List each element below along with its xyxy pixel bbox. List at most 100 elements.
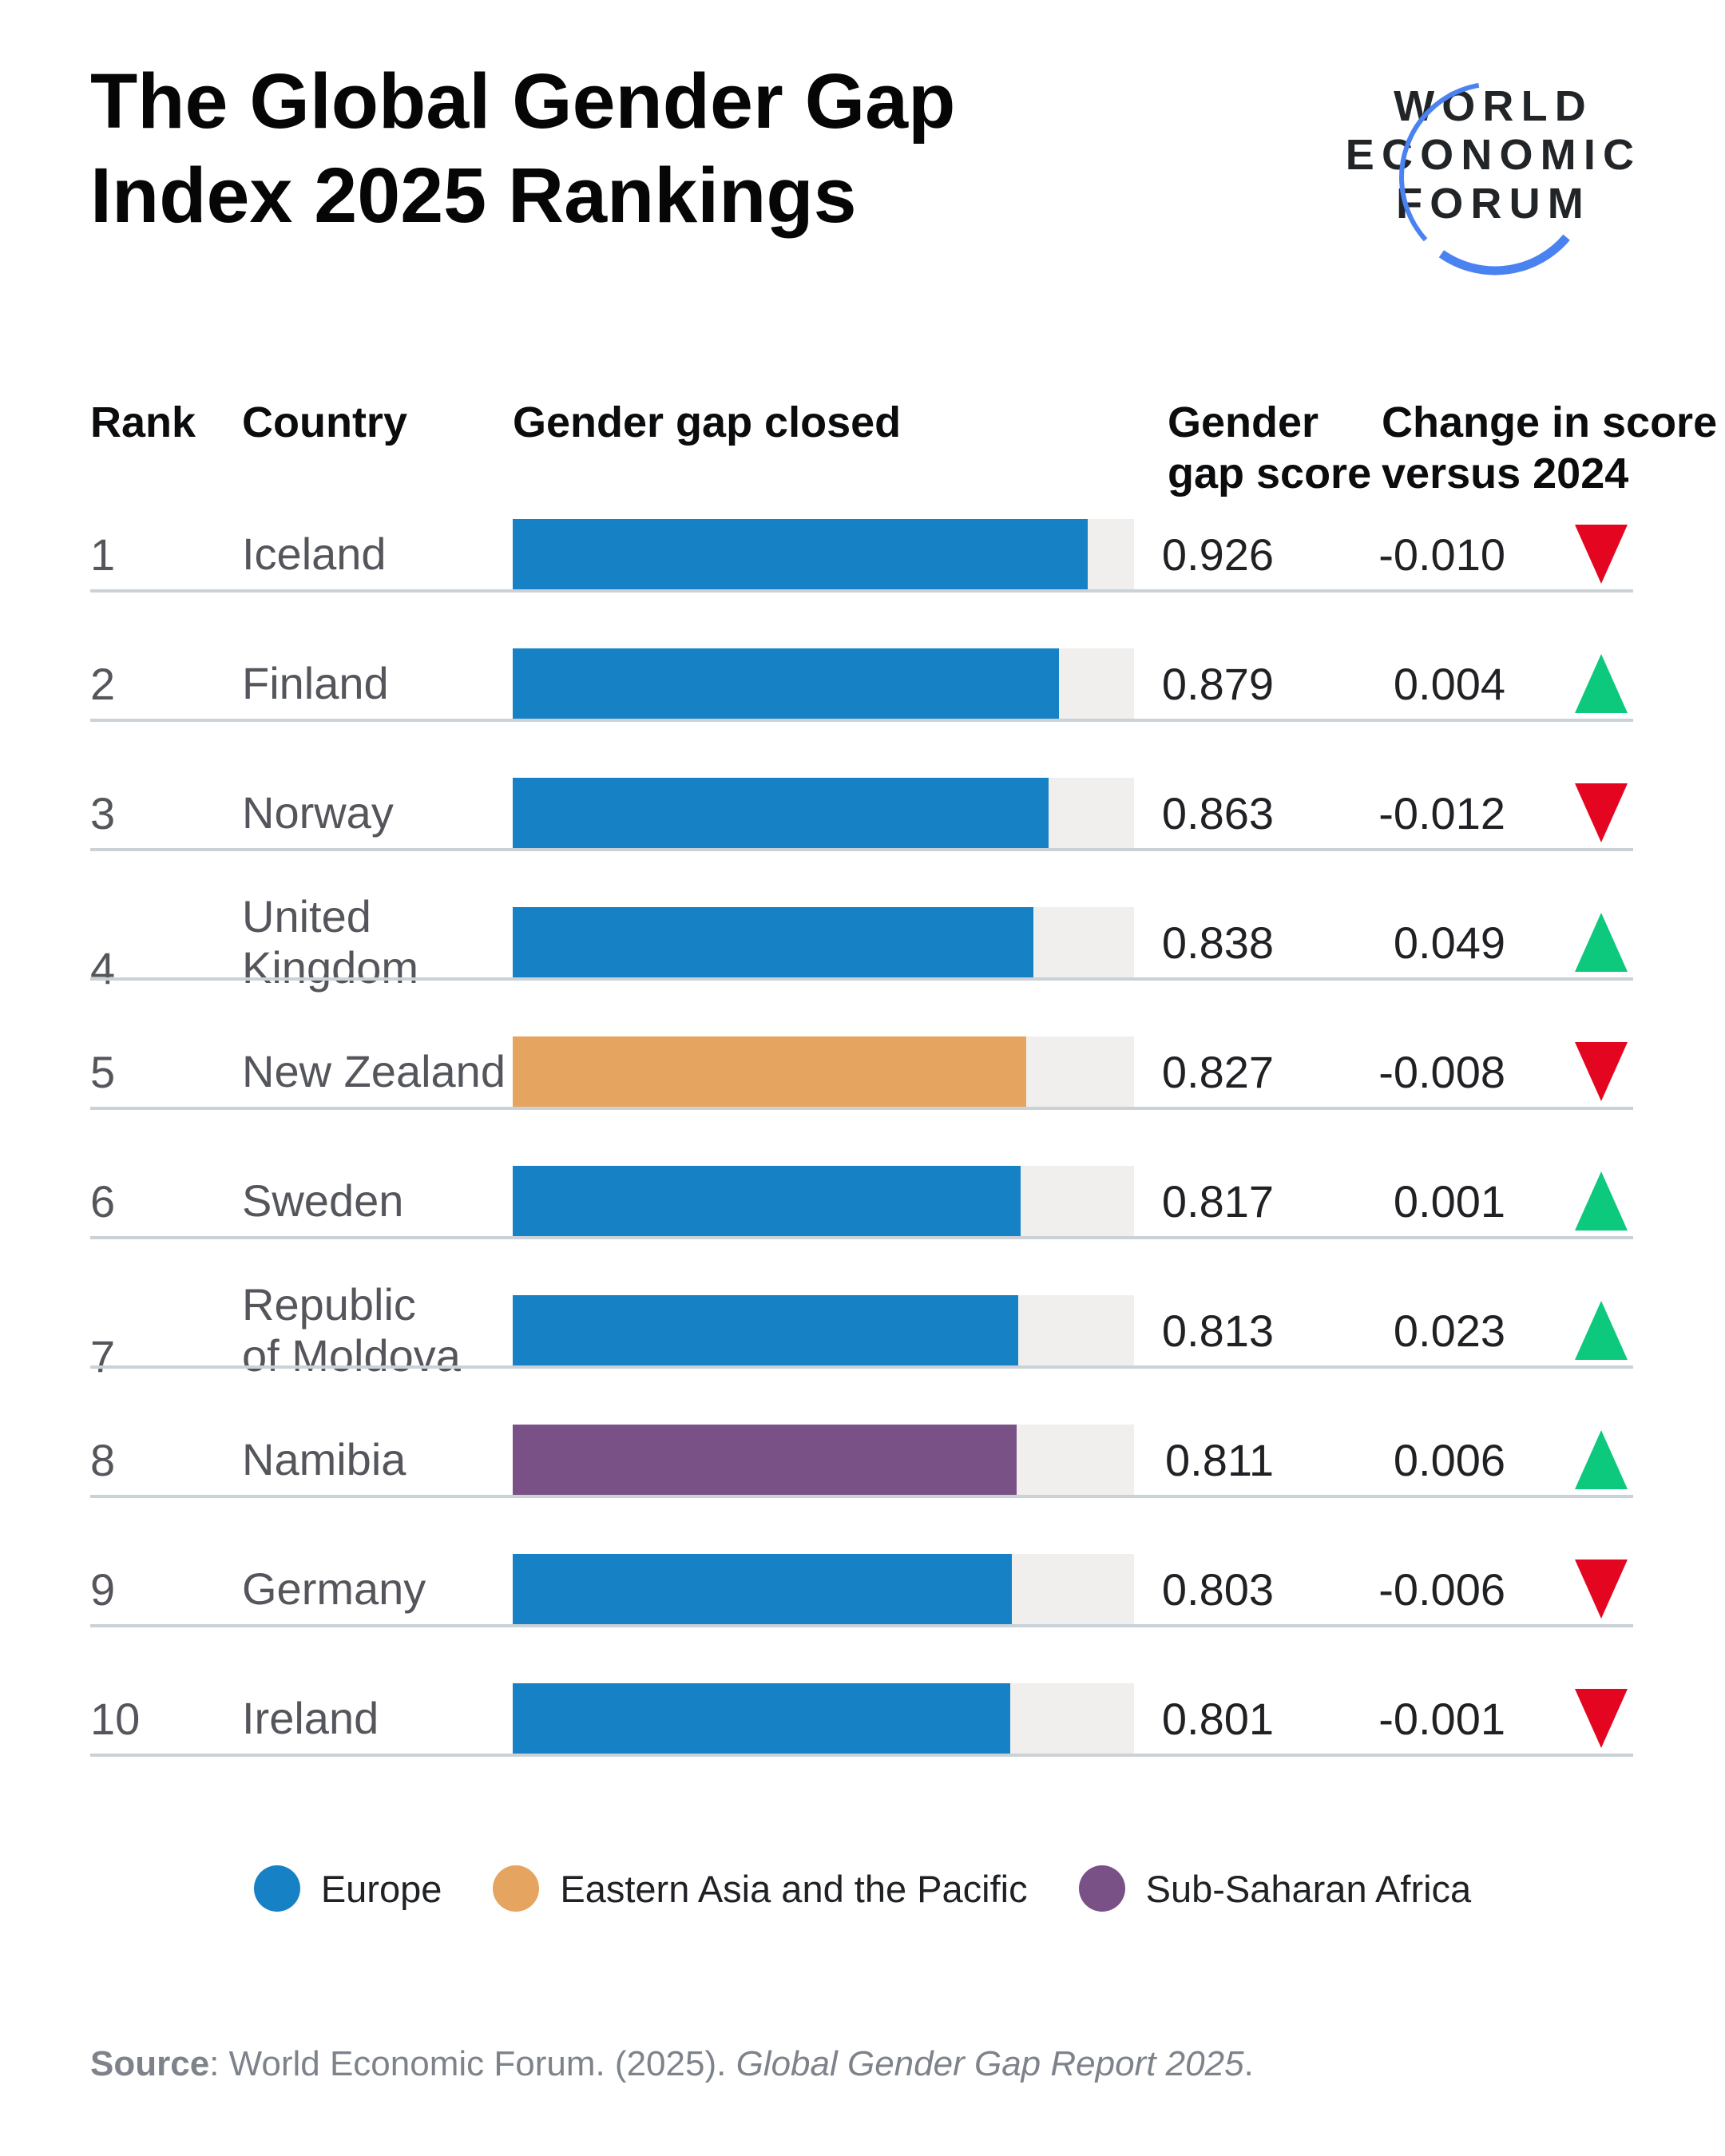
table-row: 3 Norway 0.863 -0.012: [0, 722, 1725, 851]
gender-gap-score-value: 0.863: [1161, 787, 1274, 838]
change-value: 0.049: [1393, 917, 1505, 968]
gender-gap-score-value: 0.813: [1161, 1305, 1274, 1356]
country-name: Sweden: [242, 1175, 404, 1227]
rank-value: 4: [90, 942, 116, 993]
legend-label: Europe: [320, 1867, 442, 1910]
rank-value: 8: [90, 1434, 116, 1485]
change-value: -0.001: [1378, 1693, 1505, 1744]
legend-label: Sub-Saharan Africa: [1145, 1867, 1472, 1910]
change-value: -0.010: [1378, 529, 1505, 580]
gender-gap-bar: [513, 778, 1049, 848]
change-value: 0.023: [1393, 1305, 1505, 1356]
gender-gap-bar-track: [513, 1166, 1134, 1236]
gender-gap-bar-track: [513, 1036, 1134, 1107]
wef-logo-line3: FORUM: [1396, 180, 1591, 228]
wef-logo-line2: ECONOMIC: [1345, 131, 1642, 179]
legend-item: Sub-Saharan Africa: [1078, 1865, 1472, 1912]
legend-color-dot-icon: [1078, 1865, 1125, 1912]
source-note: Source: World Economic Forum. (2025). Gl…: [90, 2044, 1254, 2084]
gender-gap-bar-track: [513, 907, 1134, 977]
change-value: 0.004: [1393, 658, 1505, 709]
gender-gap-score-value: 0.838: [1161, 917, 1274, 968]
change-direction-icon: [1575, 1171, 1628, 1231]
gender-gap-bar-track: [513, 778, 1134, 848]
rank-value: 5: [90, 1046, 116, 1097]
rank-value: 6: [90, 1175, 116, 1227]
change-direction-icon: [1575, 525, 1628, 584]
gender-gap-bar-track: [513, 1295, 1134, 1365]
change-direction-icon: [1575, 913, 1628, 972]
country-name: Namibia: [242, 1434, 406, 1485]
change-value: -0.012: [1378, 787, 1505, 838]
rank-value: 9: [90, 1563, 116, 1615]
gender-gap-bar-track: [513, 519, 1134, 589]
header-gender-gap-closed: Gender gap closed: [513, 398, 902, 446]
gender-gap-score-value: 0.879: [1161, 658, 1274, 709]
country-name: Iceland: [242, 529, 387, 580]
change-direction-icon: [1575, 654, 1628, 713]
table-row: 6 Sweden 0.817 0.001: [0, 1110, 1725, 1239]
change-direction-icon: [1575, 1301, 1628, 1360]
gender-gap-bar: [513, 1295, 1018, 1365]
change-direction-icon: [1575, 1042, 1628, 1101]
legend-item: Eastern Asia and the Pacific: [493, 1865, 1028, 1912]
country-name: Finland: [242, 658, 389, 709]
table-row: 4 United Kingdom 0.838 0.049: [0, 851, 1725, 993]
table-row: 10 Ireland 0.801 -0.001: [0, 1627, 1725, 1757]
gender-gap-bar-track: [513, 1554, 1134, 1624]
ranking-rows: 1 Iceland 0.926 -0.010 2 Finland 0.879 0…: [0, 463, 1725, 1757]
table-row: 7 Republic of Moldova 0.813 0.023: [0, 1239, 1725, 1381]
change-value: 0.001: [1393, 1175, 1505, 1227]
gender-gap-bar: [513, 1425, 1017, 1495]
source-report-title: Global Gender Gap Report 2025: [736, 2044, 1244, 2083]
gender-gap-bar-track: [513, 1683, 1134, 1754]
source-suffix: .: [1243, 2044, 1254, 2083]
legend-color-dot-icon: [493, 1865, 540, 1912]
table-row: 1 Iceland 0.926 -0.010: [0, 463, 1725, 593]
change-value: 0.006: [1393, 1434, 1505, 1485]
country-name: Ireland: [242, 1693, 379, 1744]
page-title: The Global Gender Gap Index 2025 Ranking…: [90, 54, 955, 244]
gender-gap-score-value: 0.827: [1161, 1046, 1274, 1097]
country-name: Norway: [242, 787, 394, 838]
table-row: 8 Namibia 0.811 0.006: [0, 1369, 1725, 1498]
source-text: : World Economic Forum. (2025).: [209, 2044, 736, 2083]
table-row: 2 Finland 0.879 0.004: [0, 593, 1725, 722]
country-name: Germany: [242, 1563, 426, 1615]
header-gender-gap-score: Gender gap score: [1168, 398, 1372, 497]
source-label: Source: [90, 2044, 210, 2083]
gender-gap-bar: [513, 1554, 1012, 1624]
legend-color-dot-icon: [253, 1865, 300, 1912]
rank-value: 7: [90, 1330, 116, 1381]
change-direction-icon: [1575, 1560, 1628, 1619]
rank-value: 1: [90, 529, 116, 580]
wef-logo: WORLD ECONOMIC FORUM: [1318, 82, 1669, 228]
gender-gap-bar: [513, 519, 1089, 589]
country-name: New Zealand: [242, 1046, 506, 1097]
table-row: 5 New Zealand 0.827 -0.008: [0, 981, 1725, 1110]
gender-gap-bar: [513, 648, 1059, 719]
change-value: -0.006: [1378, 1563, 1505, 1615]
gender-gap-score-value: 0.803: [1161, 1563, 1274, 1615]
gender-gap-bar: [513, 1036, 1027, 1107]
wef-logo-line1: WORLD: [1394, 82, 1593, 130]
gender-gap-score-value: 0.811: [1165, 1434, 1274, 1485]
gender-gap-score-value: 0.817: [1161, 1175, 1274, 1227]
rank-value: 10: [90, 1693, 141, 1744]
header-country: Country: [242, 398, 407, 446]
page-title-line1: The Global Gender Gap: [90, 57, 956, 145]
change-direction-icon: [1575, 1430, 1628, 1489]
gender-gap-bar-track: [513, 648, 1134, 719]
change-direction-icon: [1575, 783, 1628, 842]
rank-value: 3: [90, 787, 116, 838]
header-rank: Rank: [90, 398, 196, 446]
legend-item: Europe: [253, 1865, 442, 1912]
gender-gap-score-value: 0.801: [1161, 1693, 1274, 1744]
gender-gap-bar: [513, 1166, 1021, 1236]
gender-gap-bar: [513, 907, 1033, 977]
change-direction-icon: [1575, 1689, 1628, 1748]
page-title-line2: Index 2025 Rankings: [90, 152, 857, 240]
change-value: -0.008: [1378, 1046, 1505, 1097]
gender-gap-score-value: 0.926: [1161, 529, 1274, 580]
header-change-in-score: Change in score versus 2024: [1382, 398, 1718, 497]
